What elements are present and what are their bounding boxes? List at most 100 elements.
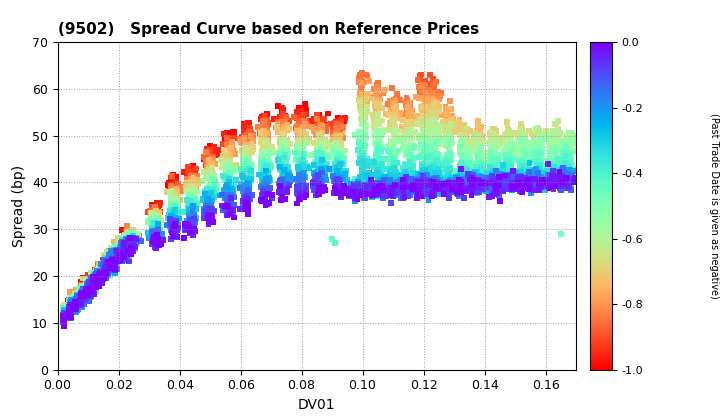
Point [96,265,108,271]
Point [92,272,104,279]
Point [260,179,271,186]
Point [239,196,251,203]
Point [356,100,367,106]
Point [114,250,125,257]
Point [360,186,372,193]
Point [189,187,201,194]
Point [184,176,196,182]
Point [320,176,331,183]
Point [334,146,346,153]
Point [86,289,98,296]
Point [557,176,569,183]
Point [81,291,93,298]
Point [147,213,158,220]
Point [223,162,235,168]
Point [399,183,410,190]
Point [95,274,107,281]
Point [398,178,410,185]
Point [434,186,446,193]
Point [462,131,473,138]
Point [203,184,215,191]
Point [204,196,215,203]
Point [561,156,572,163]
Point [488,143,500,150]
Point [443,173,454,179]
Point [391,186,402,192]
Point [541,176,552,183]
Point [85,282,96,289]
Point [384,176,396,183]
Point [117,244,129,251]
Point [116,241,127,248]
Point [331,189,343,196]
Point [70,294,81,300]
Point [308,126,320,133]
Point [548,177,559,184]
Point [413,77,424,84]
Point [114,245,126,252]
Point [545,179,557,186]
Point [166,184,178,190]
Point [305,152,317,158]
Point [90,273,102,280]
Point [225,148,236,155]
Point [503,129,515,136]
Point [228,129,240,135]
Point [185,208,197,215]
Point [100,259,112,265]
Point [507,179,518,186]
Point [116,235,127,242]
Point [551,171,562,178]
Point [125,244,136,251]
Point [124,231,135,238]
Point [359,109,371,116]
Point [472,122,483,129]
Point [523,183,534,189]
Point [549,131,561,137]
Point [236,147,248,153]
Point [166,189,177,195]
Point [243,136,255,143]
Point [562,180,573,187]
Point [91,269,102,276]
Point [431,129,443,136]
Point [359,142,371,149]
Point [549,134,561,141]
Point [534,180,545,186]
Point [336,160,347,167]
Point [360,125,372,132]
Point [85,284,96,290]
Point [523,169,535,176]
Point [243,119,254,126]
Point [275,144,287,151]
Point [430,185,441,192]
Point [125,241,137,248]
Point [526,178,537,185]
Point [382,100,394,107]
Point [446,181,458,187]
Point [422,100,433,107]
Point [203,163,215,170]
Point [58,314,69,321]
Point [165,220,176,227]
Point [403,102,415,109]
Point [402,112,413,118]
Point [58,312,70,319]
Point [369,114,381,121]
Point [152,239,163,246]
Point [109,249,121,255]
Point [147,207,158,213]
Point [511,168,523,175]
Point [560,167,572,173]
Point [113,237,125,244]
Point [102,264,114,270]
Point [84,288,95,295]
Point [88,273,99,280]
Point [528,158,540,165]
Point [228,209,239,215]
Point [99,270,111,277]
Point [186,174,198,181]
Point [99,262,110,268]
Point [413,95,425,102]
Point [84,283,95,290]
